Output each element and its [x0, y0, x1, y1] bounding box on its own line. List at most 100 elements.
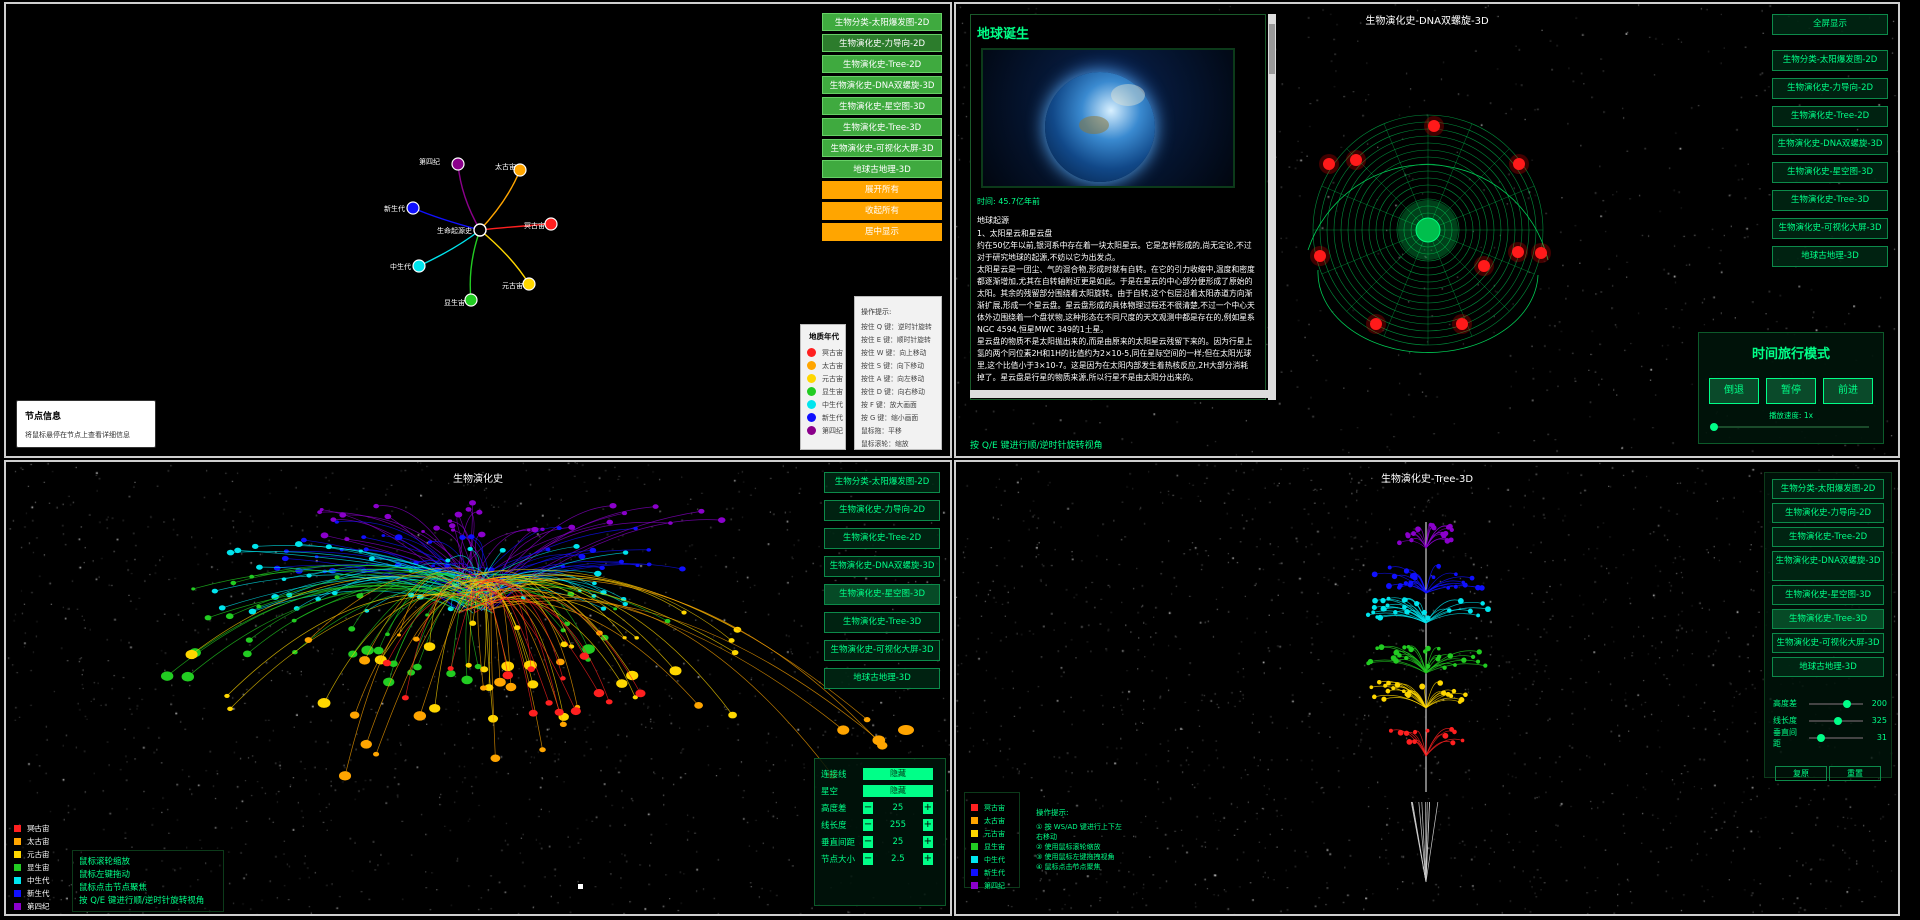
star-node[interactable]: [429, 704, 441, 713]
star-node[interactable]: [381, 534, 386, 537]
star-node[interactable]: [413, 711, 427, 721]
tree-node[interactable]: [1413, 729, 1418, 735]
star-node[interactable]: [474, 663, 482, 670]
star-node[interactable]: [465, 507, 472, 512]
star-node[interactable]: [256, 604, 262, 609]
star-node[interactable]: [573, 543, 580, 549]
star-node[interactable]: [568, 524, 576, 530]
star-node[interactable]: [621, 511, 628, 516]
center-view-button[interactable]: 居中显示: [822, 223, 942, 241]
star-node[interactable]: [325, 544, 332, 550]
star-node[interactable]: [681, 610, 687, 615]
graph-root-node[interactable]: [473, 223, 487, 237]
tree-node[interactable]: [1402, 645, 1407, 650]
tree-node[interactable]: [1442, 732, 1449, 739]
param-increase-button[interactable]: +: [922, 818, 933, 831]
tree-node[interactable]: [1372, 694, 1377, 700]
tree-node[interactable]: [1462, 582, 1468, 588]
nav-button-4[interactable]: 生物演化史-星空图-3D: [1772, 162, 1888, 183]
tree-node[interactable]: [1377, 614, 1384, 621]
nav-button-3[interactable]: 生物演化史-DNA双螺旋-3D: [824, 556, 940, 577]
star-node[interactable]: [361, 535, 367, 540]
nav-button-7[interactable]: 地球古地理-3D: [1772, 246, 1888, 267]
star-node[interactable]: [465, 662, 472, 668]
star-node[interactable]: [488, 714, 499, 723]
star-node[interactable]: [384, 513, 392, 520]
star-node[interactable]: [338, 771, 352, 781]
tree-node[interactable]: [1409, 537, 1414, 543]
slider-knob[interactable]: [1817, 733, 1826, 742]
tree-node[interactable]: [1425, 615, 1431, 621]
star-node[interactable]: [389, 660, 398, 667]
helix-node[interactable]: [1478, 260, 1490, 272]
tree-node[interactable]: [1441, 533, 1447, 539]
nav-button-5[interactable]: 生物演化史-Tree-3D: [822, 118, 942, 136]
tree-node[interactable]: [1386, 596, 1391, 601]
star-node[interactable]: [368, 556, 375, 561]
tree-node[interactable]: [1388, 728, 1393, 733]
star-node[interactable]: [361, 645, 374, 656]
star-node[interactable]: [632, 695, 638, 700]
star-node[interactable]: [622, 636, 627, 640]
tree-node[interactable]: [1469, 575, 1475, 581]
tree-node[interactable]: [1411, 531, 1416, 536]
tree-node[interactable]: [1458, 697, 1465, 703]
tree-node[interactable]: [1436, 646, 1441, 651]
pause-button[interactable]: 暂停: [1766, 378, 1816, 404]
star-node[interactable]: [413, 663, 422, 671]
tree-node[interactable]: [1397, 583, 1403, 588]
tree-node[interactable]: [1425, 663, 1431, 669]
star-node[interactable]: [320, 532, 329, 539]
helix-node[interactable]: [1535, 247, 1547, 259]
star-node[interactable]: [449, 523, 456, 529]
star-node[interactable]: [447, 666, 454, 671]
tree-node[interactable]: [1371, 571, 1378, 578]
star-node[interactable]: [181, 671, 195, 682]
graph-node[interactable]: [464, 293, 478, 307]
star-node[interactable]: [185, 649, 198, 660]
star-node[interactable]: [431, 564, 435, 568]
star-node[interactable]: [330, 517, 337, 522]
star-node[interactable]: [234, 547, 242, 554]
tree-node[interactable]: [1431, 525, 1437, 531]
star-node[interactable]: [360, 739, 372, 749]
tree-node[interactable]: [1449, 527, 1454, 533]
star-node[interactable]: [731, 649, 739, 656]
helix-node[interactable]: [1323, 158, 1335, 170]
tree-node[interactable]: [1381, 696, 1387, 702]
tree-node[interactable]: [1422, 649, 1428, 654]
tree-node[interactable]: [1425, 645, 1431, 652]
tree-node[interactable]: [1451, 688, 1457, 694]
tree-node[interactable]: [1450, 740, 1456, 746]
star-node[interactable]: [545, 700, 553, 706]
tree-node[interactable]: [1409, 573, 1416, 579]
star-node[interactable]: [626, 670, 639, 681]
tree-node[interactable]: [1387, 565, 1392, 570]
star-node[interactable]: [317, 510, 323, 515]
star-node[interactable]: [579, 652, 590, 660]
star-node[interactable]: [245, 637, 253, 643]
tree-node[interactable]: [1437, 680, 1444, 686]
tree-node[interactable]: [1403, 568, 1410, 574]
star-node[interactable]: [413, 636, 420, 642]
star-node[interactable]: [613, 607, 618, 611]
star-node[interactable]: [633, 526, 638, 531]
tree-node[interactable]: [1425, 728, 1430, 733]
tree-node[interactable]: [1483, 663, 1488, 668]
star-node[interactable]: [447, 606, 454, 612]
nav-button-0[interactable]: 生物分类-太阳爆发图-2D: [822, 13, 942, 31]
tree-node[interactable]: [1402, 604, 1407, 610]
star-node[interactable]: [589, 547, 597, 553]
star-node[interactable]: [421, 530, 425, 533]
nav-button-4[interactable]: 生物演化史-星空图-3D: [822, 97, 942, 115]
tree-node[interactable]: [1476, 613, 1481, 618]
tree-node[interactable]: [1403, 581, 1408, 586]
tree-node[interactable]: [1480, 601, 1485, 606]
star-node[interactable]: [444, 563, 450, 569]
tree-node[interactable]: [1383, 683, 1388, 688]
star-node[interactable]: [618, 559, 624, 564]
star-node[interactable]: [717, 517, 726, 523]
star-node[interactable]: [593, 689, 605, 698]
star-node[interactable]: [728, 638, 735, 643]
